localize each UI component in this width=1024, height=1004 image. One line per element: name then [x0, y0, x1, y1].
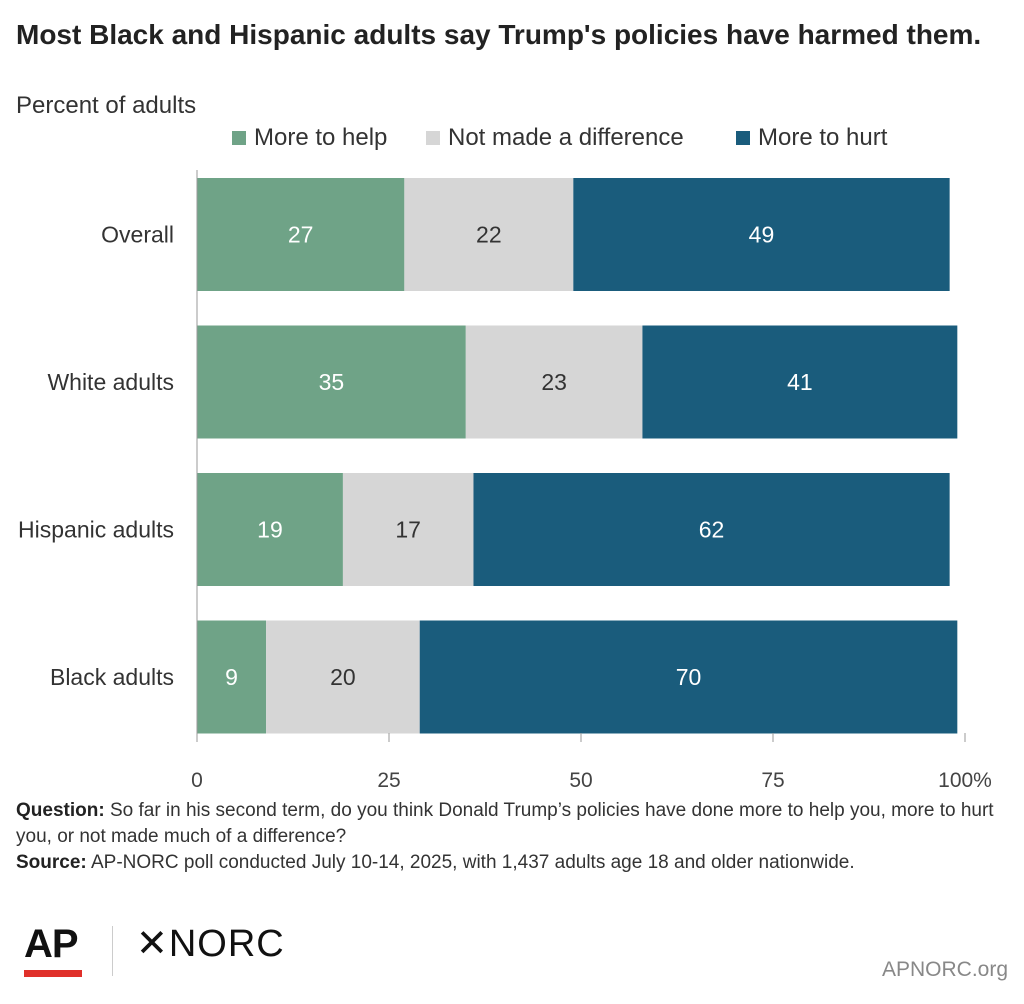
source-note: Source: AP-NORC poll conducted July 10-1… [16, 850, 1016, 876]
source-label: Source: [16, 852, 87, 873]
ap-logo: AP [24, 922, 79, 966]
category-label: White adults [47, 369, 174, 395]
legend: More to help Not made a difference More … [0, 124, 1024, 154]
legend-swatch-help [232, 131, 246, 145]
data-label-hurt: 49 [749, 222, 775, 248]
data-label-no-difference: 20 [330, 664, 356, 690]
x-tick-label: 100% [938, 769, 992, 792]
x-tick-label: 75 [761, 769, 784, 792]
x-tick-label: 50 [569, 769, 592, 792]
question-label: Question: [16, 800, 105, 821]
data-label-hurt: 62 [699, 517, 725, 543]
site-link[interactable]: APNORC.org [881, 958, 1008, 981]
data-label-help: 9 [225, 664, 238, 690]
question-note: Question: So far in his second term, do … [16, 798, 1016, 850]
legend-swatch-no-difference [426, 131, 440, 145]
data-label-no-difference: 17 [395, 517, 421, 543]
norc-logo-text: NORC [168, 923, 285, 965]
bar-segment-hurt [573, 178, 950, 291]
category-label: Black adults [50, 664, 174, 690]
category-label: Overall [101, 222, 174, 248]
data-label-help: 35 [319, 369, 345, 395]
ap-logo-underline [24, 970, 82, 977]
legend-item-help: More to help [232, 124, 387, 152]
legend-label-help: More to help [254, 124, 388, 151]
data-label-no-difference: 22 [476, 222, 502, 248]
data-label-help: 19 [257, 517, 283, 543]
bar-segment-hurt [473, 473, 950, 586]
data-label-help: 27 [288, 222, 314, 248]
x-tick-label: 0 [191, 769, 203, 792]
question-text: So far in his second term, do you think … [16, 800, 994, 847]
stacked-bar-chart: Overall 27 22 49 White adults 35 23 41 Hispanic … [18, 170, 992, 792]
bar-segment-help [197, 620, 267, 734]
bar-segment-no-difference [404, 178, 574, 291]
bar-segment-no-difference [342, 473, 474, 586]
legend-swatch-hurt [736, 131, 750, 145]
bar-segment-hurt [419, 620, 958, 734]
data-label-no-difference: 23 [541, 369, 567, 395]
bar-segment-hurt [642, 325, 958, 439]
bar-segment-help [197, 473, 343, 586]
bar-segment-help [197, 325, 466, 439]
legend-item-no-difference: Not made a difference [426, 124, 684, 152]
logo-divider [112, 926, 113, 976]
bar-segment-help [197, 178, 405, 291]
legend-item-hurt: More to hurt [736, 124, 887, 152]
norc-logo: ✕NORC [136, 924, 285, 964]
data-label-hurt: 70 [676, 664, 702, 690]
legend-label-no-difference: Not made a difference [448, 124, 684, 151]
chart-subtitle: Percent of adults [16, 92, 197, 119]
bar-segment-no-difference [465, 325, 643, 439]
source-text: AP-NORC poll conducted July 10-14, 2025,… [90, 852, 855, 873]
x-tick-label: 25 [377, 769, 400, 792]
category-label: Hispanic adults [18, 517, 174, 543]
legend-label-hurt: More to hurt [758, 124, 888, 151]
data-label-hurt: 41 [787, 369, 813, 395]
chart-title: Most Black and Hispanic adults say Trump… [16, 19, 982, 50]
norc-star-icon: ✕ [136, 923, 169, 965]
chart-notes: Question: So far in his second term, do … [16, 798, 1016, 876]
bar-segment-no-difference [266, 620, 420, 734]
